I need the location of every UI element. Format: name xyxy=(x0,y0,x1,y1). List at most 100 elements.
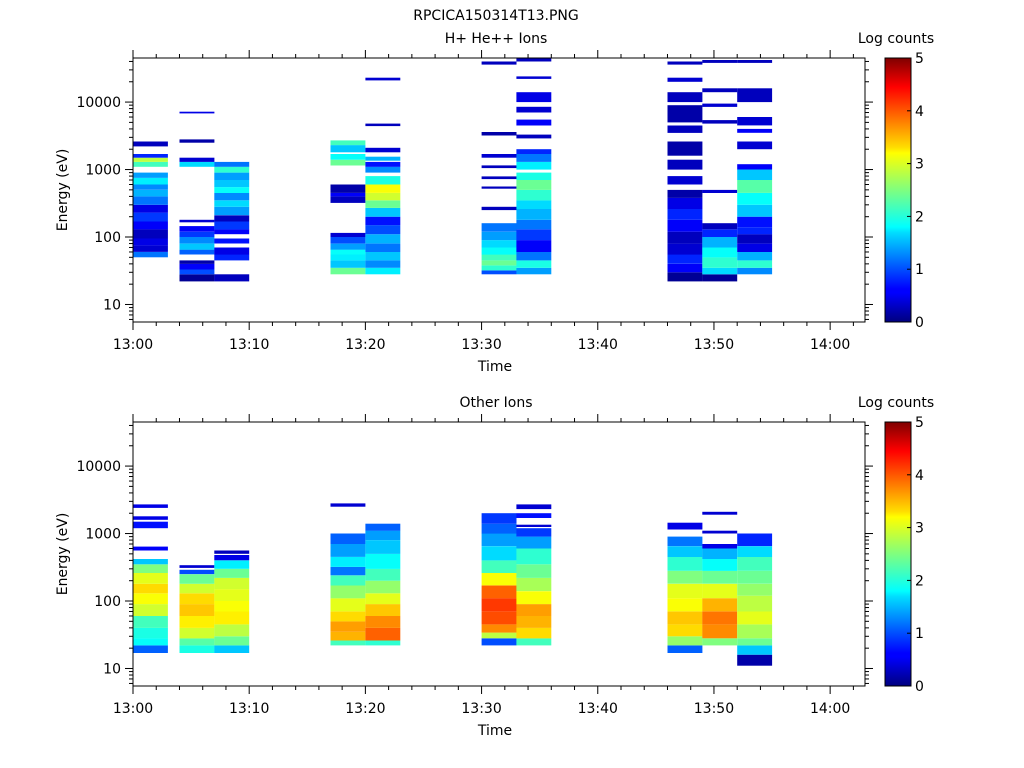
heatmap-cell xyxy=(179,627,215,639)
heatmap-cell xyxy=(365,523,401,531)
heatmap-cell xyxy=(330,243,366,250)
heatmap-cell xyxy=(702,583,738,599)
heatmap-cell xyxy=(481,132,517,136)
heatmap-cell xyxy=(702,274,738,282)
heatmap-cell xyxy=(133,189,168,197)
heatmap-cell xyxy=(481,513,517,524)
heatmap-cell xyxy=(667,219,703,232)
x-tick-label: 13:10 xyxy=(229,701,269,717)
heatmap-cell xyxy=(365,580,401,594)
heatmap-cell xyxy=(365,616,401,628)
heatmap-cell xyxy=(481,240,517,248)
heatmap-cell xyxy=(737,243,773,252)
heatmap-cell xyxy=(702,223,738,230)
heatmap-cell xyxy=(481,186,517,189)
heatmap-cell xyxy=(365,156,401,161)
colorbar-gradient xyxy=(884,421,912,687)
x-tick-label: 14:00 xyxy=(810,337,850,353)
heatmap-cell xyxy=(516,267,552,275)
heatmap-cell xyxy=(179,231,215,237)
heatmap-cell xyxy=(516,134,552,139)
heatmap-cell xyxy=(214,200,250,207)
heatmap-cell xyxy=(179,274,215,282)
heatmap-cell xyxy=(737,234,773,244)
heatmap-cell xyxy=(481,632,517,639)
heatmap-cell xyxy=(179,139,215,143)
colorbar-tick-label: 4 xyxy=(915,468,924,484)
heatmap-cell xyxy=(516,172,552,180)
heatmap-cell xyxy=(214,229,250,235)
y-tick-label: 10 xyxy=(103,297,121,313)
heatmap-cell xyxy=(481,560,517,573)
heatmap-cell xyxy=(702,120,738,124)
heatmap-cell xyxy=(133,645,168,653)
x-tick-label: 13:10 xyxy=(229,337,269,353)
heatmap-cell xyxy=(481,260,517,266)
figure-title: RPCICA150314T13.PNG xyxy=(413,8,578,24)
heatmap-cell xyxy=(737,180,773,193)
y-tick-label: 10000 xyxy=(76,95,121,111)
heatmap-cell xyxy=(330,631,366,641)
colorbar: Log counts 0 1 2 3 4 5 xyxy=(858,395,934,695)
heatmap-cell xyxy=(481,598,517,612)
heatmap-cell xyxy=(365,166,401,173)
heatmap-cell xyxy=(702,530,738,534)
heatmap-cell xyxy=(214,555,250,561)
heatmap-cell xyxy=(702,559,738,571)
heatmap-cell xyxy=(365,184,401,193)
heatmap-cell xyxy=(737,645,773,655)
heatmap-cell xyxy=(133,229,168,239)
heatmap-cell xyxy=(133,573,168,584)
heatmap-cell xyxy=(737,216,773,228)
heatmap-cell xyxy=(365,207,401,217)
heatmap-cell xyxy=(667,263,703,273)
heatmap-cell xyxy=(667,209,703,220)
heatmap-cell xyxy=(133,516,168,520)
heatmap-cell xyxy=(481,546,517,561)
heatmap-cell xyxy=(179,263,215,270)
heatmap-cell xyxy=(516,161,552,170)
x-tick-label: 13:50 xyxy=(694,701,734,717)
y-tick-label: 100 xyxy=(94,594,121,610)
heatmap-cell xyxy=(330,145,366,153)
heatmap-cell xyxy=(667,243,703,255)
heatmap-cell xyxy=(702,189,738,193)
y-axis-label: Energy (eV) xyxy=(55,513,71,596)
colorbar-tick-label: 3 xyxy=(915,157,924,173)
heatmap-cell xyxy=(365,593,401,605)
heatmap-cell xyxy=(481,176,517,180)
heatmap-cell xyxy=(133,604,168,616)
heatmap-cell xyxy=(365,540,401,554)
heatmap-cell xyxy=(516,616,552,628)
heatmap-cell xyxy=(737,533,773,547)
heatmap-cell xyxy=(133,204,168,213)
heatmap-cell xyxy=(481,611,517,625)
x-axis-label: Time xyxy=(477,359,512,375)
heatmap-cell xyxy=(702,544,738,549)
heatmap-cell xyxy=(179,226,215,232)
heatmap-cell xyxy=(737,192,773,205)
colorbar-tick-label: 5 xyxy=(915,415,924,431)
heatmap-cell xyxy=(179,565,215,568)
heatmap-cell xyxy=(330,544,366,557)
heatmap-cell xyxy=(365,176,401,185)
heatmap-cell xyxy=(737,227,773,235)
heatmap-cell xyxy=(481,585,517,599)
heatmap-cell xyxy=(516,513,552,518)
heatmap-cell xyxy=(737,267,773,275)
heatmap-cell xyxy=(667,598,703,612)
colorbar-ticks: 0 1 2 3 4 5 xyxy=(907,415,924,695)
heatmap-cell xyxy=(330,184,366,193)
heatmap-cell xyxy=(516,209,552,220)
heatmap-cell xyxy=(667,125,703,133)
heatmap-cell xyxy=(737,654,773,666)
heatmap-cell xyxy=(516,240,552,252)
heatmap-cell xyxy=(667,624,703,637)
colorbar-tick-label: 0 xyxy=(915,679,924,695)
heatmap-cell xyxy=(179,574,215,584)
x-tick-label: 13:40 xyxy=(578,337,618,353)
heatmap-cell xyxy=(516,119,552,126)
heatmap-cell xyxy=(179,593,215,605)
heatmap-cell xyxy=(481,154,517,158)
heatmap-cell xyxy=(516,504,552,510)
